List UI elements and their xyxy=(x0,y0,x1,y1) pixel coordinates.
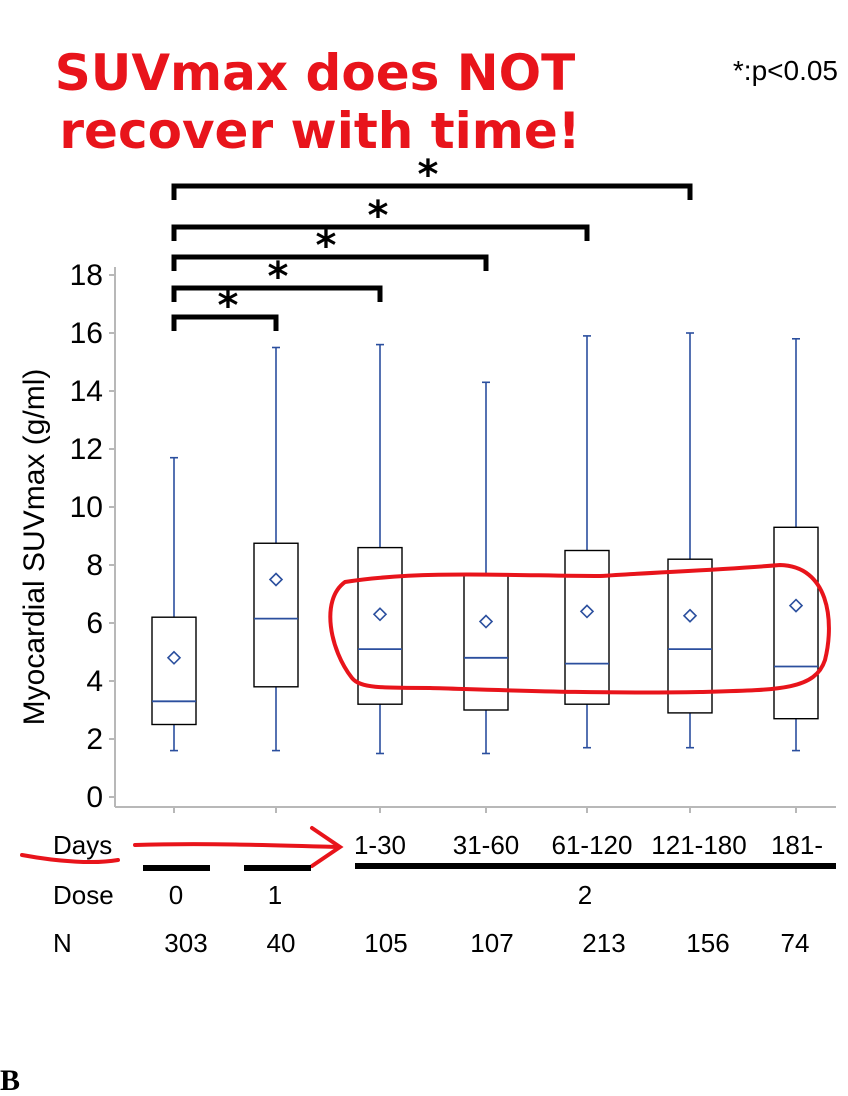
significance-star: * xyxy=(368,193,389,239)
days-value: 121-180 xyxy=(651,830,746,860)
days-value: 31-60 xyxy=(453,830,520,860)
iqr-box xyxy=(773,526,819,720)
y-tick-label: 16 xyxy=(70,317,103,350)
significance-star: * xyxy=(268,254,289,300)
dose-label: Dose xyxy=(53,880,114,910)
box-group xyxy=(151,456,197,752)
significance-bracket xyxy=(171,314,279,331)
n-value: 105 xyxy=(364,928,407,958)
n-value: 107 xyxy=(470,928,513,958)
y-tick-label: 0 xyxy=(86,781,103,814)
mean-marker xyxy=(166,650,182,665)
mean-marker xyxy=(478,614,494,629)
axes: 0 2 4 6 8 10 12 14 16 18 xyxy=(70,259,836,814)
n-value: 156 xyxy=(686,928,729,958)
mean-marker xyxy=(788,598,804,613)
mean-marker xyxy=(372,607,388,622)
significance-note: *:p<0.05 xyxy=(733,55,838,86)
y-tick-label: 4 xyxy=(86,665,103,698)
box-group xyxy=(773,337,819,752)
days-value: 181- xyxy=(771,830,823,860)
y-tick-label: 12 xyxy=(70,433,103,466)
box-group xyxy=(667,332,713,749)
box-group xyxy=(463,381,509,755)
dose-underlines xyxy=(143,863,836,871)
significance-brackets: * * * * * xyxy=(171,152,693,331)
box-group xyxy=(253,346,299,752)
y-tick-label: 14 xyxy=(70,375,103,408)
n-value: 74 xyxy=(781,928,810,958)
significance-bracket xyxy=(171,224,590,241)
mean-marker xyxy=(268,572,284,587)
n-value: 213 xyxy=(582,928,625,958)
mean-marker xyxy=(682,608,698,623)
dose-value: 0 xyxy=(169,880,183,910)
iqr-box xyxy=(357,546,403,705)
dose-value: 2 xyxy=(578,880,592,910)
y-tick-label: 18 xyxy=(70,259,103,292)
panel-label: B xyxy=(0,1064,20,1096)
y-tick-label: 6 xyxy=(86,607,103,640)
headline-line-2: recover with time! xyxy=(59,102,580,160)
iqr-box xyxy=(151,616,197,726)
red-annotation-loop xyxy=(328,562,831,695)
mean-marker xyxy=(579,604,595,619)
iqr-box xyxy=(667,558,713,714)
days-value: 1-30 xyxy=(354,830,406,860)
group-table: Days Dose N 1-30 31-60 61-120 121-180 18… xyxy=(53,830,836,958)
significance-star: * xyxy=(418,152,439,198)
box-group xyxy=(564,335,610,749)
dose-value: 1 xyxy=(268,880,282,910)
y-tick-label: 8 xyxy=(86,549,103,582)
significance-bracket xyxy=(171,254,489,271)
significance-bracket xyxy=(171,285,383,302)
significance-star: * xyxy=(316,223,337,269)
n-values: 303 40 105 107 213 156 74 xyxy=(164,928,809,958)
iqr-box xyxy=(253,542,299,688)
headline-line-1: SUVmax does NOT xyxy=(55,44,575,102)
days-label: Days xyxy=(53,830,112,860)
iqr-box xyxy=(564,549,610,705)
y-tick-label: 10 xyxy=(70,491,103,524)
y-tick-label: 2 xyxy=(86,723,103,756)
n-value: 40 xyxy=(267,928,296,958)
n-value: 303 xyxy=(164,928,207,958)
box-group xyxy=(357,343,403,755)
red-arrow xyxy=(20,826,344,868)
days-values: 1-30 31-60 61-120 121-180 181- xyxy=(354,830,823,860)
significance-bracket xyxy=(171,183,693,200)
n-label: N xyxy=(53,928,72,958)
box-series xyxy=(151,332,819,755)
days-value: 61-120 xyxy=(552,830,633,860)
y-axis-label: Myocardial SUVmax (g/ml) xyxy=(18,369,51,726)
significance-star: * xyxy=(218,283,239,329)
